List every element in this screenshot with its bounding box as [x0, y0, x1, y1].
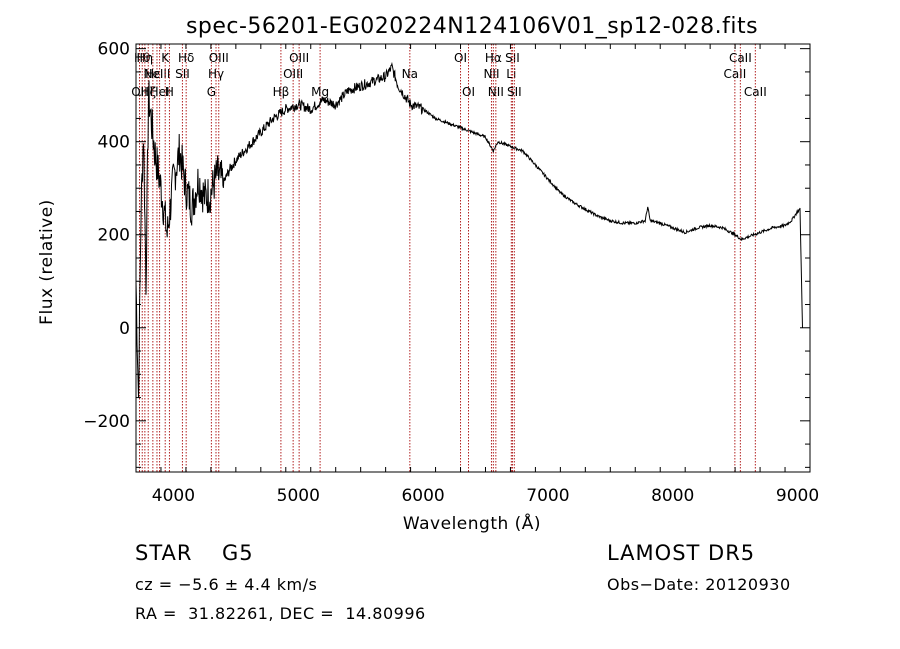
spectral-line-label: CaII [744, 85, 767, 99]
spectrum-line [135, 61, 803, 398]
y-tick-label: 600 [98, 40, 130, 60]
spectral-line-label: SII [175, 67, 190, 81]
spectral-line-label: SII [505, 51, 520, 65]
spectral-line-label: H [165, 85, 174, 99]
spectral-line-label: Hθ [134, 51, 150, 65]
spectral-line-label: Mg [311, 85, 329, 99]
spectral-line-label: Hα [485, 51, 502, 65]
object-subclass: G5 [222, 541, 254, 565]
x-tick-label: 9000 [776, 486, 819, 506]
spectral-line-label: Hβ [273, 85, 290, 99]
spectral-line-label: Na [402, 67, 418, 81]
spectral-line-label: K [161, 51, 170, 65]
spectral-line-label: NII [483, 67, 499, 81]
spectral-line-label: Hη [137, 51, 154, 65]
spectral-line-label: OIII [209, 51, 229, 65]
y-axis-label: Flux (relative) [37, 199, 57, 325]
spectral-line-label: HeI [150, 85, 170, 99]
spectral-line-label: Li [506, 67, 516, 81]
spectral-line-label: OIII [283, 67, 303, 81]
spectral-line-label: OI [454, 51, 467, 65]
spectral-line-label: SII [507, 85, 522, 99]
spectral-line-label: NeIII [143, 67, 170, 81]
x-tick-label: 5000 [277, 486, 320, 506]
survey-name: LAMOST DR5 [607, 541, 756, 565]
x-tick-label: 6000 [401, 486, 444, 506]
spectral-line-label: OII [131, 85, 148, 99]
spectral-line-label: G [207, 85, 216, 99]
x-tick-label: 8000 [651, 486, 694, 506]
spectral-line-label: NII [488, 85, 504, 99]
observation-date: Obs−Date: 20120930 [607, 575, 791, 594]
chart-title: spec-56201-EG020224N124106V01_sp12-028.f… [186, 14, 758, 39]
x-axis: 4000 5000 6000 7000 8000 9000 [135, 44, 819, 506]
x-tick-label: 4000 [152, 486, 195, 506]
y-tick-label: 400 [98, 133, 130, 153]
spectral-line-markers: OIIHθHηHζHεNeIIIHeIKHSIIHδGHγOIIIHβOIIIO… [131, 44, 767, 472]
y-tick-label: 200 [98, 226, 130, 246]
spectral-line-label: CaII [723, 67, 746, 81]
y-tick-label: 0 [119, 319, 130, 339]
y-tick-label: −200 [83, 412, 130, 432]
spectral-line-label: OI [462, 85, 475, 99]
plot-frame [135, 43, 811, 473]
spectral-line-label: CaII [729, 51, 752, 65]
sky-coordinates: RA = 31.82261, DEC = 14.80996 [135, 604, 426, 623]
x-tick-label: 7000 [526, 486, 569, 506]
object-class: STAR [135, 541, 193, 565]
redshift-velocity: cz = −5.6 ± 4.4 km/s [135, 575, 318, 594]
spectral-line-label: Hδ [178, 51, 194, 65]
x-axis-label: Wavelength (Å) [403, 512, 541, 534]
spectral-line-label: Hγ [208, 67, 224, 81]
y-axis: −200 0 200 400 600 [83, 40, 810, 468]
spectral-line-label: OIII [289, 51, 309, 65]
